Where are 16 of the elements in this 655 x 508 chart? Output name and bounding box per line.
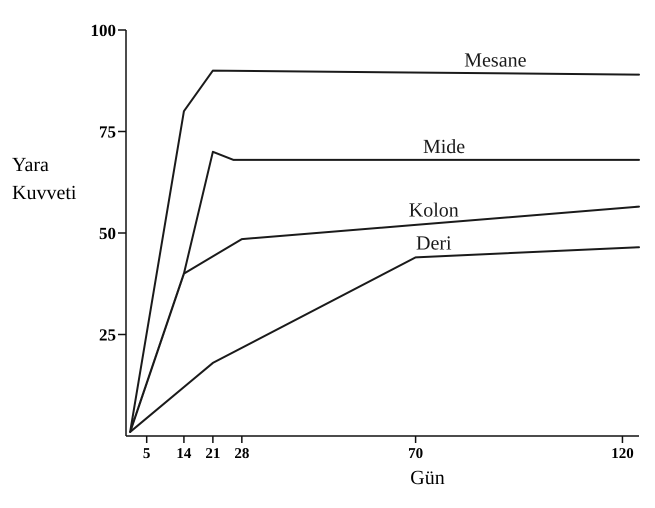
x-tick-label: 28 — [234, 446, 250, 462]
series-label: Mide — [422, 136, 466, 158]
x-tick-label: 5 — [142, 446, 150, 462]
x-tick-label: 21 — [205, 446, 220, 462]
y-tick-label: 75 — [99, 122, 116, 142]
x-tick-label: 70 — [408, 446, 424, 462]
series-label: Kolon — [408, 199, 459, 222]
series-label: Deri — [416, 232, 452, 255]
y-tick-label: 100 — [90, 21, 116, 40]
y-tick-label: 25 — [99, 326, 116, 344]
x-axis-title: Gün — [410, 467, 445, 489]
y-axis-title: Yara Kuvveti — [12, 154, 77, 204]
series-label: Mesane — [464, 49, 527, 72]
x-tick-label: 14 — [176, 446, 192, 462]
x-tick-label: 120 — [611, 446, 634, 462]
y-tick-label: 50 — [99, 224, 116, 243]
